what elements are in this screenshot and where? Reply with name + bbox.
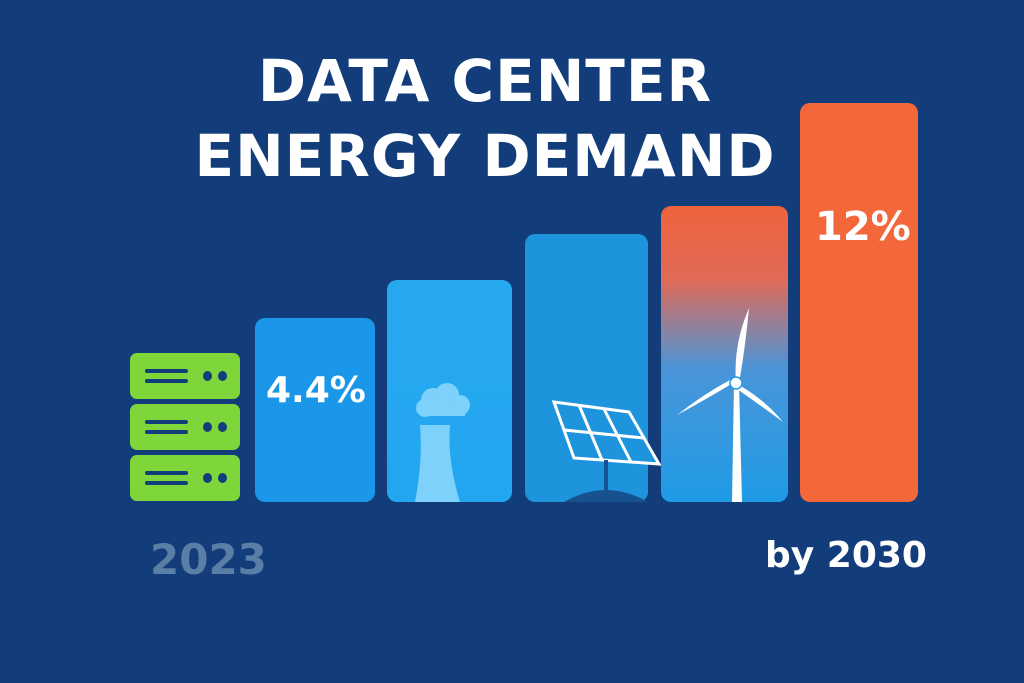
solar-panel-icon (552, 400, 662, 502)
bar-1 (255, 318, 375, 502)
bar-5-data-label: 12% (815, 204, 911, 250)
title-line-2: ENERGY DEMAND (194, 122, 776, 190)
bar-1-data-label: 4.4% (266, 370, 366, 411)
end-year-label: by 2030 (765, 535, 927, 576)
title-line-1: DATA CENTER (257, 47, 713, 115)
start-year-label: 2023 (150, 535, 267, 584)
bar-5 (800, 103, 918, 502)
wind-turbine-icon (677, 308, 783, 502)
power-plant-icon (415, 383, 470, 502)
bar-4 (661, 206, 788, 502)
